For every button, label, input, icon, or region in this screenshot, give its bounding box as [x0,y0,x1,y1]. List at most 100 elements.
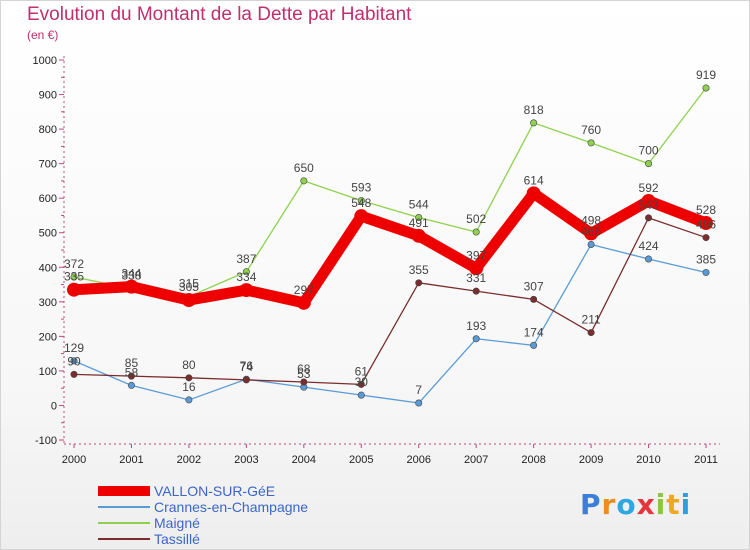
data-point [70,357,78,365]
data-label: 700 [639,144,659,158]
data-point [472,287,480,295]
data-label: 193 [466,319,486,333]
x-tick-label: 2010 [636,454,660,466]
legend-item: VALLON-SUR-GéE [98,483,308,499]
data-point [702,84,710,92]
data-label: 502 [466,212,486,226]
series-tassill- [70,214,710,388]
data-label: 592 [639,181,659,195]
legend-item: Tassillé [98,531,308,547]
logo-letter: i [655,488,667,521]
data-label: 491 [409,216,429,230]
x-tick-label: 2008 [521,454,545,466]
legend-label: VALLON-SUR-GéE [154,483,276,499]
data-point [641,193,656,208]
data-label: 315 [179,277,199,291]
x-tick-label: 2003 [234,454,258,466]
legend-swatch [98,522,150,524]
y-tick-label: 1000 [33,55,57,67]
legend-label: Maigné [154,515,200,531]
logo-letter: r [601,488,617,521]
logo-letter: i [680,488,692,521]
logo-letter: P [580,488,602,521]
data-label: 650 [294,161,314,175]
x-tick-label: 2005 [349,454,373,466]
data-label: 68 [297,362,311,376]
data-label: 466 [581,224,601,238]
data-label: 297 [294,283,314,297]
data-label: 335 [64,270,84,284]
y-tick-label: 100 [39,366,57,378]
data-point [242,376,250,384]
series-crannes-en-champagne [70,240,710,407]
series-line [73,87,707,298]
data-label: 90 [67,354,81,368]
chart-legend: VALLON-SUR-GéE Crannes-en-Champagne Maigné… [98,483,308,547]
x-tick-label: 2007 [464,454,488,466]
proxiti-logo: Proxiti [580,488,691,521]
data-label: 211 [582,313,601,327]
data-point [357,391,365,399]
data-label: 593 [351,181,371,195]
series-line [68,187,712,309]
data-label: 74 [240,360,254,374]
data-label: 355 [409,263,429,277]
data-label: 30 [355,375,369,389]
data-point [70,370,78,378]
data-point [181,293,196,308]
series-line [73,217,707,386]
data-point [127,381,135,389]
logo-letter: x [636,488,656,521]
data-label: 614 [524,173,544,187]
logo-letter: t [666,488,681,521]
data-point [357,197,365,205]
y-tick-label: 500 [39,228,57,240]
y-tick-label: -100 [35,435,57,447]
data-point [185,374,193,382]
data-point [70,273,78,281]
data-point [530,119,538,127]
data-point [530,295,538,303]
y-tick-label: 700 [39,159,57,171]
x-tick-label: 2000 [62,454,86,466]
data-point [411,228,426,243]
y-tick-label: 600 [39,193,57,205]
data-label: 334 [236,270,256,284]
data-label: 528 [696,203,716,217]
data-point [415,214,423,222]
y-tick-label: 300 [39,297,57,309]
data-label: 387 [236,252,256,266]
data-point [526,186,541,201]
legend-swatch [98,506,150,508]
data-point [127,372,135,380]
data-point [300,378,308,386]
x-tick-label: 2006 [406,454,430,466]
data-label: 544 [409,198,429,212]
data-point [415,279,423,287]
data-label: 53 [297,367,311,381]
data-label: 818 [524,103,544,117]
data-label: 174 [524,325,544,339]
data-point [587,240,595,248]
y-tick-label: 0 [51,400,57,412]
series-maign- [70,84,710,301]
data-point [472,228,480,236]
series-line [73,243,707,404]
data-label: 307 [524,279,544,293]
data-label: 305 [179,280,199,294]
data-label: 61 [355,364,369,378]
chart-subtitle: (en €) [27,28,59,42]
data-point [584,226,599,241]
legend-item: Crannes-en-Champagne [98,499,308,515]
data-point [472,335,480,343]
data-point [354,209,369,224]
x-tick-label: 2002 [177,454,201,466]
data-label: 498 [581,213,601,227]
data-label: 543 [639,198,659,212]
data-label: 7 [415,383,422,397]
legend-label: Tassillé [154,531,200,547]
data-point [587,329,595,337]
